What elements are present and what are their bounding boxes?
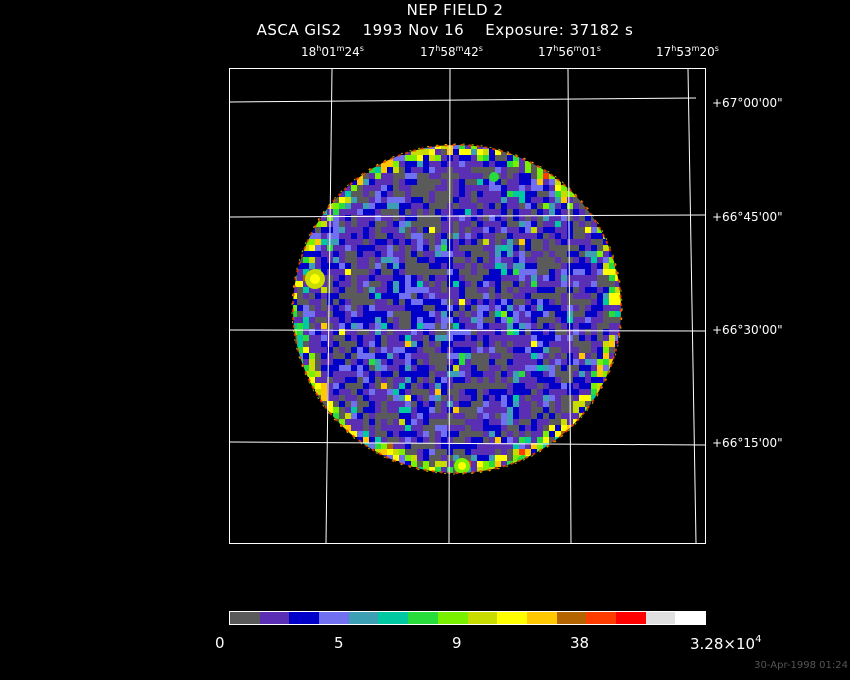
colorbar-swatch [586,612,616,624]
sky-image [230,69,705,543]
field-of-view [293,145,621,473]
colorbar-swatch [675,612,705,624]
colorbar-label-3: 38 [570,634,590,652]
ra-label-1: 18h01m24s [301,44,364,59]
timestamp: 30-Apr-1998 01:24 [754,660,848,671]
coordinate-grid [230,69,705,543]
ra-label-3: 17h56m01s [538,44,601,59]
exposure-label: Exposure: 37182 s [485,21,634,39]
colorbar-swatch [556,612,587,624]
colorbar-swatch [526,612,557,624]
colorbar-swatch [615,612,646,624]
colorbar-swatch [259,612,290,624]
instrument-label: ASCA GIS2 [256,21,342,39]
colorbar-label-1: 5 [334,634,344,652]
colorbar-swatch [348,612,379,624]
colorbar-label-max: 3.28×104 [690,634,762,653]
observation-info: ASCA GIS2 1993 Nov 16 Exposure: 37182 s [20,21,850,39]
dec-label-4: +66°15'00" [712,436,783,450]
colorbar-swatch [319,612,349,624]
colorbar [229,611,706,625]
colorbar-swatch [467,612,498,624]
image-title: NEP FIELD 2 [406,1,504,19]
colorbar-label-0: 0 [215,634,225,652]
colorbar-swatch [645,612,676,624]
sky-image-frame [229,68,706,544]
dec-label-3: +66°30'00" [712,323,783,337]
detector-edge [292,144,622,474]
dec-label-2: +66°45'00" [712,210,783,224]
colorbar-swatch [289,612,320,624]
date-label: 1993 Nov 16 [362,21,465,39]
colorbar-swatch [378,612,409,624]
dec-label-1: +67°00'00" [712,96,783,110]
colorbar-swatch [230,612,260,624]
colorbar-swatch [437,612,468,624]
ra-label-4: 17h53m20s [656,44,719,59]
colorbar-swatch [408,612,438,624]
ra-label-2: 17h58m42s [420,44,483,59]
colorbar-label-2: 9 [452,634,462,652]
colorbar-swatch [497,612,527,624]
